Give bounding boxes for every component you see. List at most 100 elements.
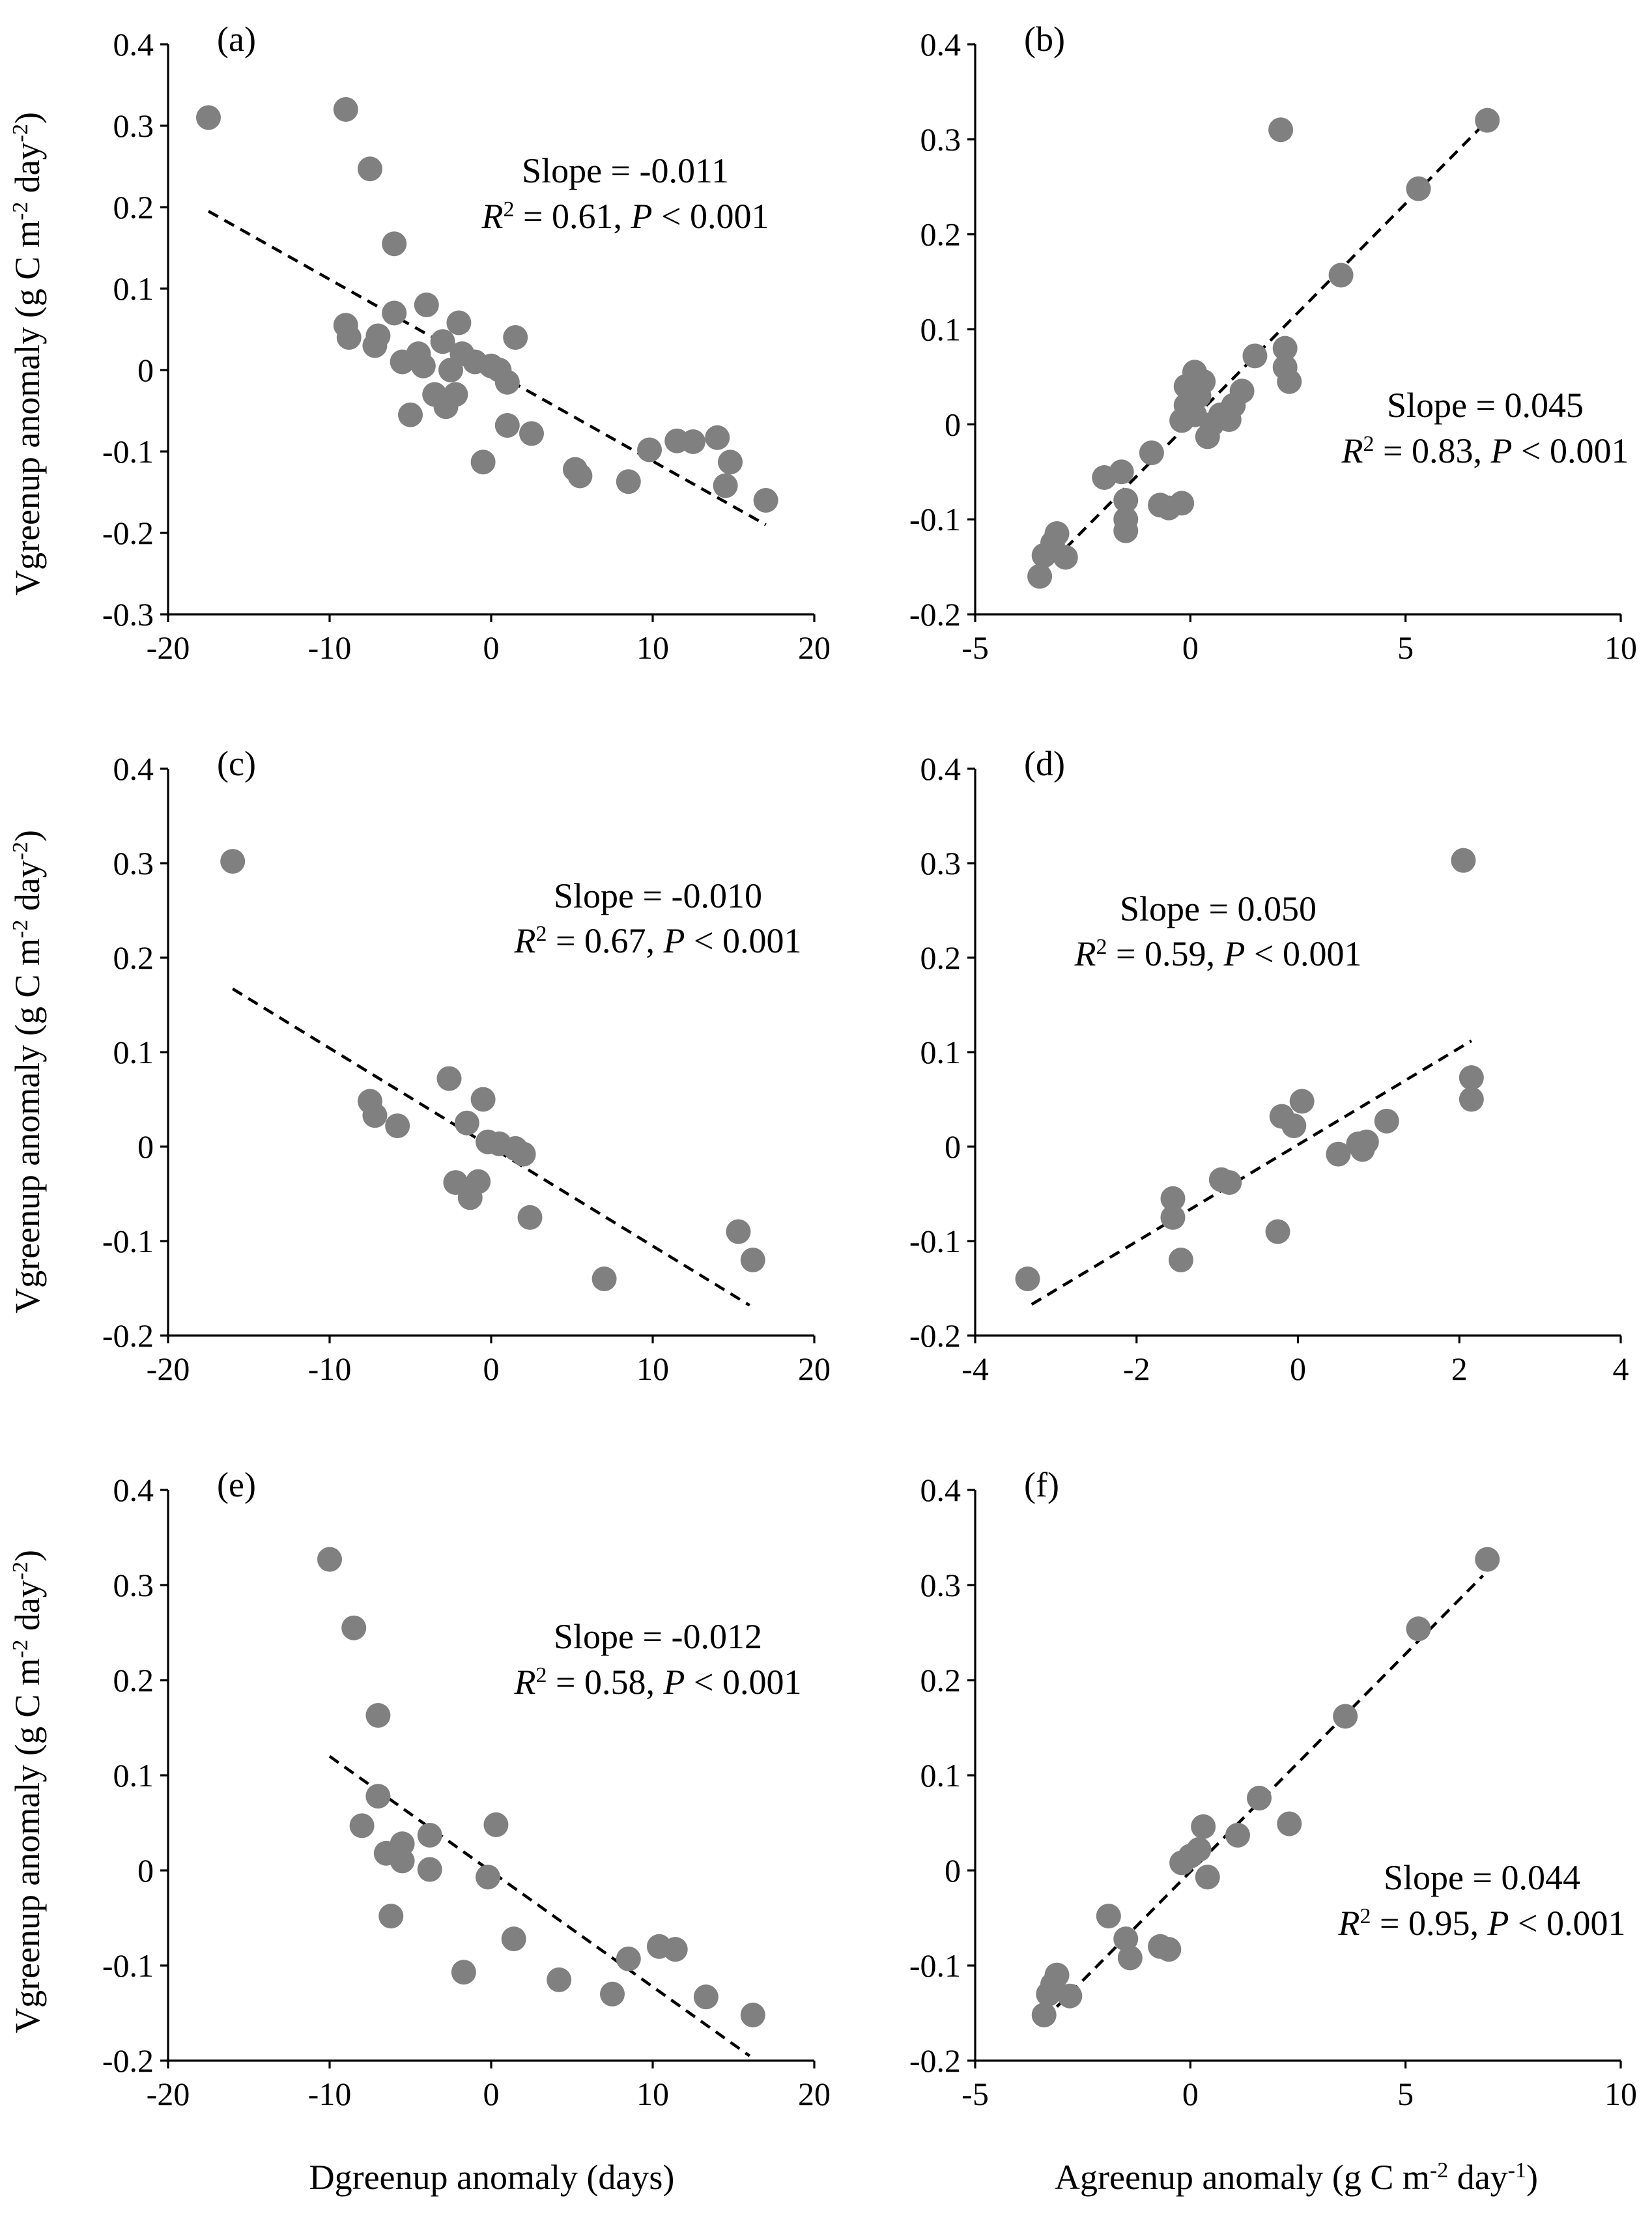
data-point-a <box>616 469 641 494</box>
x-tick-label-f: 5 <box>1397 2076 1414 2112</box>
slope-label-c: Slope = -0.010 <box>554 876 762 915</box>
data-point-f <box>1191 1814 1216 1839</box>
regression-line-d <box>1031 1039 1472 1306</box>
x-tick-label-b: 10 <box>1604 629 1637 666</box>
data-point-a <box>637 437 662 463</box>
data-point-c <box>591 1266 617 1291</box>
y-tick-label-e: 0.1 <box>113 1757 154 1794</box>
regression-line-c <box>232 987 750 1307</box>
y-tick-label-d: 0.4 <box>920 751 961 787</box>
y-axis-title-e: Vgreenup anomaly (g C m-2 day-2) <box>8 1550 47 2033</box>
x-tick-label-b: -5 <box>961 629 989 666</box>
y-tick-label-b: 0.2 <box>920 216 961 253</box>
data-point-d <box>1459 1065 1484 1091</box>
regression-line-e <box>328 1754 751 2057</box>
data-point-d <box>1160 1186 1186 1211</box>
data-point-b <box>1475 107 1500 133</box>
data-point-e <box>616 1946 641 1971</box>
data-point-a <box>446 310 472 336</box>
data-point-f <box>1113 1926 1139 1952</box>
slope-label-b: Slope = 0.045 <box>1387 386 1584 425</box>
data-point-a <box>470 450 496 475</box>
y-tick-label-f: -0.1 <box>909 1947 961 1984</box>
y-tick-label-d: -0.2 <box>909 1317 961 1354</box>
data-point-e <box>390 1848 415 1874</box>
data-point-b <box>1053 545 1078 570</box>
data-point-e <box>547 1967 572 1992</box>
data-point-c <box>740 1248 765 1272</box>
data-point-c <box>511 1141 536 1167</box>
data-point-e <box>417 1857 442 1882</box>
panels: -0.3-0.2-0.100.10.20.30.4-20 -10 0 10 20(a)S… <box>102 20 1637 2112</box>
r2-label-a: R2 = 0.61, P < 0.001 <box>481 197 769 236</box>
data-point-f <box>1195 1865 1220 1890</box>
data-point-a <box>414 293 439 317</box>
data-point-a <box>410 353 436 379</box>
y-tick-label-b: 0.3 <box>920 121 961 158</box>
data-point-e <box>349 1813 375 1838</box>
data-point-b <box>1191 369 1216 394</box>
data-point-a <box>681 429 705 454</box>
data-point-d <box>1281 1113 1307 1139</box>
y-tick-label-f: 0.1 <box>920 1757 961 1794</box>
data-point-d <box>1451 848 1476 873</box>
x-tick-label-b: 0 <box>1182 629 1199 666</box>
y-tick-label-c: -0.1 <box>102 1223 154 1259</box>
data-point-b <box>1268 117 1294 143</box>
data-point-a <box>382 300 407 326</box>
x-tick-label-e: -10 <box>308 2076 352 2112</box>
data-point-d <box>1289 1089 1315 1114</box>
y-tick-label-f: 0 <box>945 1852 961 1889</box>
data-point-e <box>378 1904 404 1929</box>
data-point-e <box>417 1822 442 1848</box>
r2-label-f: R2 = 0.95, P < 0.001 <box>1338 1904 1626 1943</box>
data-point-e <box>740 2002 765 2027</box>
data-point-b <box>1113 518 1139 543</box>
data-point-a <box>503 325 528 350</box>
data-point-b <box>1242 343 1268 369</box>
y-tick-label-c: 0.2 <box>113 939 154 976</box>
y-tick-label-e: -0.1 <box>102 1947 154 1984</box>
panel-a: -0.3 -0.2 -0.1 0 0.1 0.2 0.3 0.4 -20 -10 0 10 20 (a) S… <box>102 20 831 666</box>
x-tick-label-d: -4 <box>961 1351 989 1387</box>
x-tick-label-c: 20 <box>798 1351 831 1387</box>
data-point-e <box>341 1615 367 1640</box>
y-tick-label-f: 0.2 <box>920 1662 961 1698</box>
x-tick-label-d: 0 <box>1290 1351 1306 1387</box>
y-tick-label-c: 0 <box>137 1128 154 1165</box>
data-point-a <box>494 369 520 395</box>
y-tick-label-a: 0 <box>137 352 154 388</box>
data-point-a <box>362 333 388 358</box>
data-point-d <box>1217 1170 1242 1195</box>
data-point-b <box>1109 459 1134 485</box>
x-axis-title-f: Agreenup anomaly (g C m-2 day-1) <box>1055 2158 1538 2197</box>
r2-label-b: R2 = 0.83, P < 0.001 <box>1341 431 1629 470</box>
data-point-f <box>1117 1945 1143 1971</box>
r2-label-c: R2 = 0.67, P < 0.001 <box>514 921 802 960</box>
x-tick-label-a: -10 <box>308 629 352 666</box>
data-point-e <box>451 1960 476 1985</box>
y-tick-label-b: -0.2 <box>909 596 961 633</box>
data-point-f <box>1225 1822 1251 1848</box>
data-point-f <box>1247 1786 1272 1811</box>
data-point-d <box>1265 1219 1290 1244</box>
data-point-b <box>1113 488 1139 513</box>
data-point-c <box>436 1066 462 1091</box>
data-point-e <box>662 1937 688 1962</box>
data-point-c <box>517 1205 543 1230</box>
y-tick-label-d: 0.3 <box>920 845 961 881</box>
data-point-d <box>1374 1108 1399 1134</box>
data-point-f <box>1044 1962 1070 1988</box>
data-point-e <box>501 1926 526 1952</box>
x-tick-label-a: 20 <box>798 629 831 666</box>
data-point-e <box>390 1831 415 1857</box>
x-tick-label-f: 0 <box>1182 2076 1199 2112</box>
data-point-e <box>600 1981 625 2007</box>
data-point-b <box>1044 521 1070 547</box>
data-point-a <box>382 231 407 257</box>
data-point-f <box>1031 2002 1057 2027</box>
data-point-a <box>430 329 455 354</box>
panel-label-e: (e) <box>217 1465 256 1504</box>
data-point-a <box>713 473 738 498</box>
